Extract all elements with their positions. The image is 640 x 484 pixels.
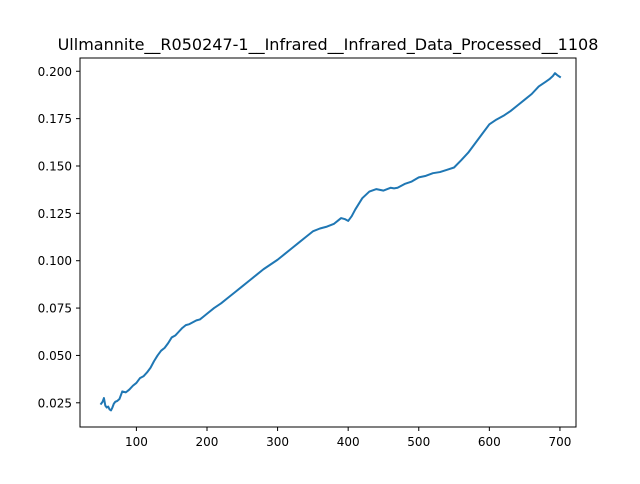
y-tick-label: 0.025 [38,396,72,410]
y-tick-label: 0.075 [38,302,72,316]
x-tick-label: 400 [337,435,360,449]
y-tick-label: 0.200 [38,65,72,79]
x-tick-label: 500 [407,435,430,449]
x-tick-label: 700 [548,435,571,449]
x-tick-label: 200 [196,435,219,449]
axes-frame [79,57,577,428]
y-tick-label: 0.150 [38,159,72,173]
x-tick-label: 100 [125,435,148,449]
y-tick-label: 0.175 [38,112,72,126]
y-tick-label: 0.050 [38,349,72,363]
plot-area: 100 200 300 400 500 600 700 0.025 0.050 0.075 0.10… [38,57,577,449]
series-line-0 [99,72,562,412]
x-tick-label: 600 [478,435,501,449]
chart-title: Ullmannite__R050247-1__Infrared__Infrare… [58,35,599,55]
y-tick-label: 0.100 [38,254,72,268]
x-tick-label: 300 [266,435,289,449]
y-tick-label: 0.125 [38,207,72,221]
